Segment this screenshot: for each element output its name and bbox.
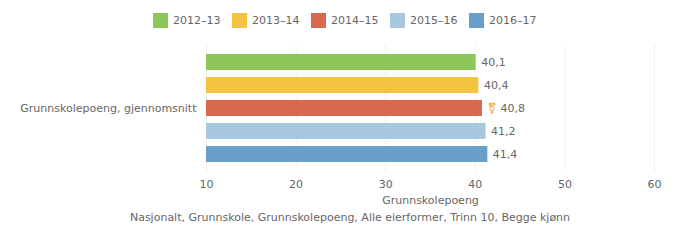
svg-text:40,8: 40,8 <box>500 102 525 115</box>
html-text:2012–13: 2012–13 <box>173 14 221 27</box>
svg-text:20: 20 <box>289 178 303 191</box>
html-text:2016–17: 2016–17 <box>489 14 537 27</box>
svg-text:30: 30 <box>379 178 393 191</box>
html-text:Nasjonalt, Grunnskole, Grunnsk: Nasjonalt, Grunnskole, Grunnskolepoeng, … <box>129 211 571 224</box>
svg-text:⚧: ⚧ <box>487 102 496 115</box>
svg-text:50: 50 <box>558 178 572 191</box>
svg-text:Grunnskolepoeng: Grunnskolepoeng <box>382 194 479 207</box>
svg-text:40,1: 40,1 <box>481 56 506 69</box>
svg-text:41,4: 41,4 <box>493 148 518 161</box>
svg-text:Grunnskolepoeng, gjennomsnitt: Grunnskolepoeng, gjennomsnitt <box>20 102 197 115</box>
html-text:2015–16: 2015–16 <box>410 14 458 27</box>
svg-text:10: 10 <box>200 178 214 191</box>
svg-text:60: 60 <box>648 178 662 191</box>
html-text:2013–14: 2013–14 <box>252 14 300 27</box>
svg-text:40: 40 <box>468 178 482 191</box>
svg-text:40,4: 40,4 <box>484 79 509 92</box>
svg-text:41,2: 41,2 <box>491 125 516 138</box>
html-text:2014–15: 2014–15 <box>331 14 379 27</box>
